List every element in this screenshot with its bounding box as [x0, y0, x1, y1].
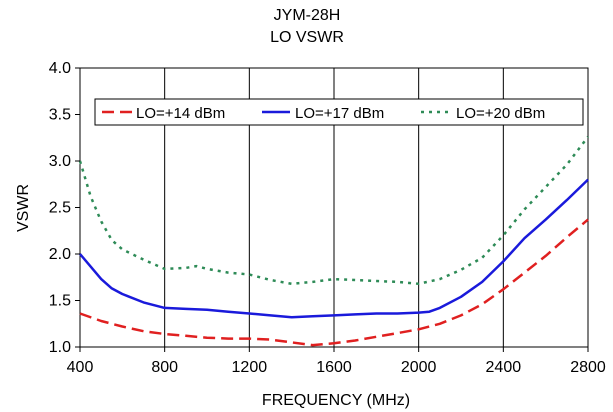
legend-label-lo14: LO=+14 dBm [136, 105, 225, 122]
x-tick-label: 800 [151, 359, 178, 376]
x-tick-label: 2000 [401, 359, 437, 376]
x-tick-label: 2400 [486, 359, 522, 376]
legend: LO=+14 dBm LO=+17 dBm LO=+20 dBm [94, 98, 584, 126]
y-tick-label: 1.5 [49, 293, 71, 310]
y-axis-ticks: 1.0 1.5 2.0 2.5 3.0 3.5 4.0 [49, 60, 80, 356]
y-tick-label: 2.0 [49, 246, 71, 263]
x-tick-label: 2800 [570, 359, 606, 376]
x-tick-label: 1600 [316, 359, 352, 376]
y-axis-label: VSWR [15, 184, 32, 232]
legend-label-lo20: LO=+20 dBm [456, 105, 545, 122]
series-line-lo14 [79, 218, 589, 347]
series-line-lo17 [79, 178, 589, 319]
x-axis-label: FREQUENCY (MHz) [262, 392, 410, 409]
x-tick-label: 400 [67, 359, 94, 376]
series-lines [78, 136, 589, 347]
y-tick-label: 4.0 [49, 60, 71, 77]
y-tick-label: 1.0 [49, 339, 71, 356]
y-tick-label: 2.5 [49, 200, 71, 217]
chart-subtitle: LO VSWR [270, 29, 344, 46]
y-tick-label: 3.5 [49, 107, 71, 124]
chart-title: JYM-28H [274, 7, 341, 24]
x-tick-label: 1200 [232, 359, 268, 376]
y-tick-label: 3.0 [49, 153, 71, 170]
legend-label-lo17: LO=+17 dBm [295, 105, 384, 122]
x-axis-ticks: 400 800 1200 1600 2000 2400 2800 [67, 347, 606, 376]
legend-box [94, 98, 584, 126]
